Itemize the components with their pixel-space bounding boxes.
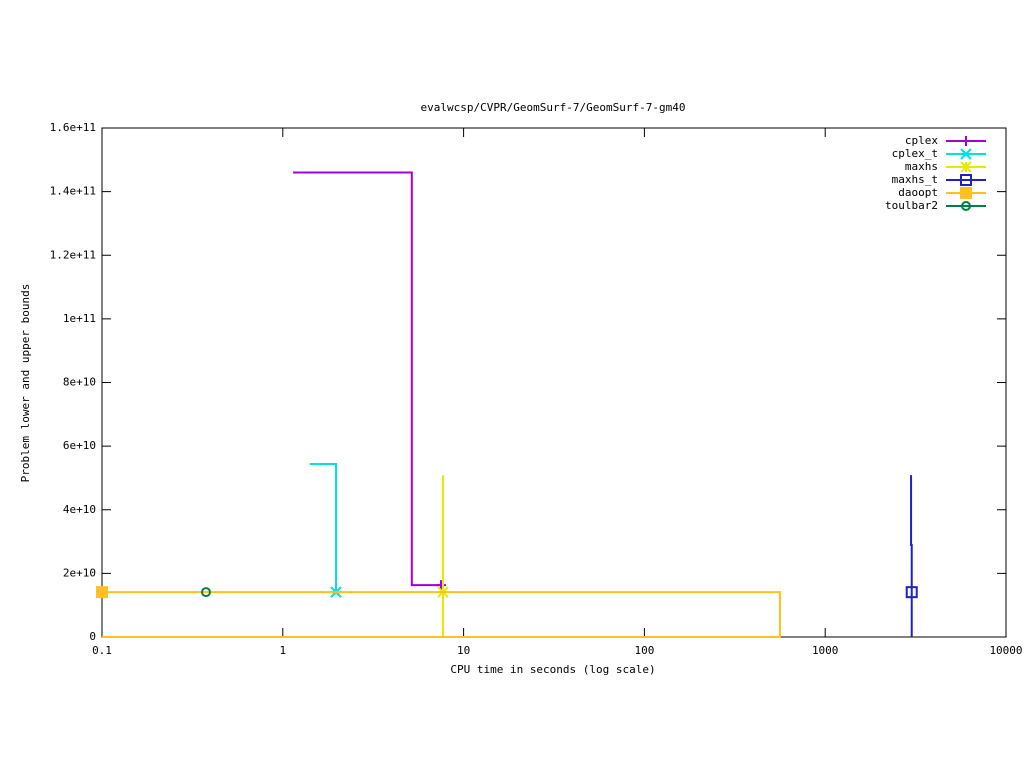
series-line xyxy=(102,591,781,638)
legend-label: cplex_t xyxy=(892,147,938,160)
marker xyxy=(960,187,972,199)
x-tick-label: 10 xyxy=(457,644,470,657)
legend-label: daoopt xyxy=(898,186,938,199)
y-tick-label: 1.2e+11 xyxy=(50,248,96,261)
x-tick-label: 1 xyxy=(279,644,286,657)
y-tick-label: 2e+10 xyxy=(63,566,96,579)
y-tick-label: 1.4e+11 xyxy=(50,185,96,198)
marker xyxy=(961,201,971,211)
y-tick-label: 4e+10 xyxy=(63,503,96,516)
marker xyxy=(96,586,108,599)
legend-label: cplex xyxy=(905,134,938,147)
x-tick-label: 0.1 xyxy=(92,644,112,657)
plot-frame xyxy=(101,127,1007,638)
marker xyxy=(436,580,447,591)
marker xyxy=(960,148,972,160)
legend-label: maxhs xyxy=(905,160,938,173)
x-tick-label: 10000 xyxy=(989,644,1022,657)
x-axis-label: CPU time in seconds (log scale) xyxy=(450,663,655,676)
series-line xyxy=(309,462,338,593)
y-tick-label: 6e+10 xyxy=(63,439,96,452)
y-axis-label: Problem lower and upper bounds xyxy=(19,284,32,483)
chart-title: evalwcsp/CVPR/GeomSurf-7/GeomSurf-7-gm40 xyxy=(421,101,686,114)
legend-label: maxhs_t xyxy=(892,173,938,186)
y-tick-label: 8e+10 xyxy=(63,376,96,389)
x-tick-label: 100 xyxy=(634,644,654,657)
legend-label: toulbar2 xyxy=(885,199,938,212)
marker xyxy=(905,586,918,599)
y-tick-label: 1.6e+11 xyxy=(50,121,96,134)
series-line xyxy=(293,171,442,587)
marker xyxy=(961,136,971,146)
y-tick-label: 1e+11 xyxy=(63,312,96,325)
x-tick-label: 1000 xyxy=(812,644,839,657)
series-line xyxy=(910,475,913,637)
y-tick-label: 0 xyxy=(89,630,96,643)
marker xyxy=(200,587,211,598)
marker xyxy=(960,161,972,173)
marker xyxy=(960,174,972,186)
